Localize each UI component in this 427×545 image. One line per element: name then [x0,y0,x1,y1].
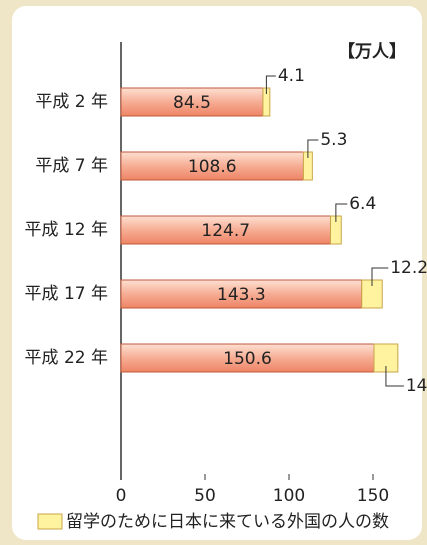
value-label: 124.7 [201,221,250,241]
category-label: 平成 2 年 [35,92,108,112]
bar-segment [120,215,331,245]
bar-segment [120,279,363,309]
value-label: 12.2 [390,258,427,278]
x-tick-label: 150 [357,486,389,506]
leader-line [371,267,389,286]
leader-line [265,75,276,94]
value-label: 143.3 [217,285,266,305]
bar-segment [120,151,304,181]
legend-swatch [37,513,63,530]
category-label: 平成 7 年 [35,156,108,176]
bar-segment [120,87,264,117]
x-tick-label: 0 [116,486,127,506]
value-label: 4.1 [278,66,305,86]
category-label: 平成 12 年 [25,220,108,240]
value-label: 150.6 [223,349,272,369]
value-label: 108.6 [188,157,237,177]
leader-line [307,139,319,158]
value-label: 5.3 [320,130,347,150]
panel [12,6,422,540]
category-label: 平成 22 年 [25,348,108,368]
unit-label: 【万人】 [338,41,406,62]
x-tick-label: 100 [273,486,305,506]
value-label: 6.4 [349,194,376,214]
x-tick-label: 50 [194,486,216,506]
value-label: 84.5 [173,93,211,113]
leader-line [385,366,404,387]
legend-label: 留学のために日本に来ている外国の人の数 [66,512,389,532]
value-label: 14.2 [406,376,427,396]
leader-line [335,203,348,222]
category-label: 平成 17 年 [25,284,108,304]
